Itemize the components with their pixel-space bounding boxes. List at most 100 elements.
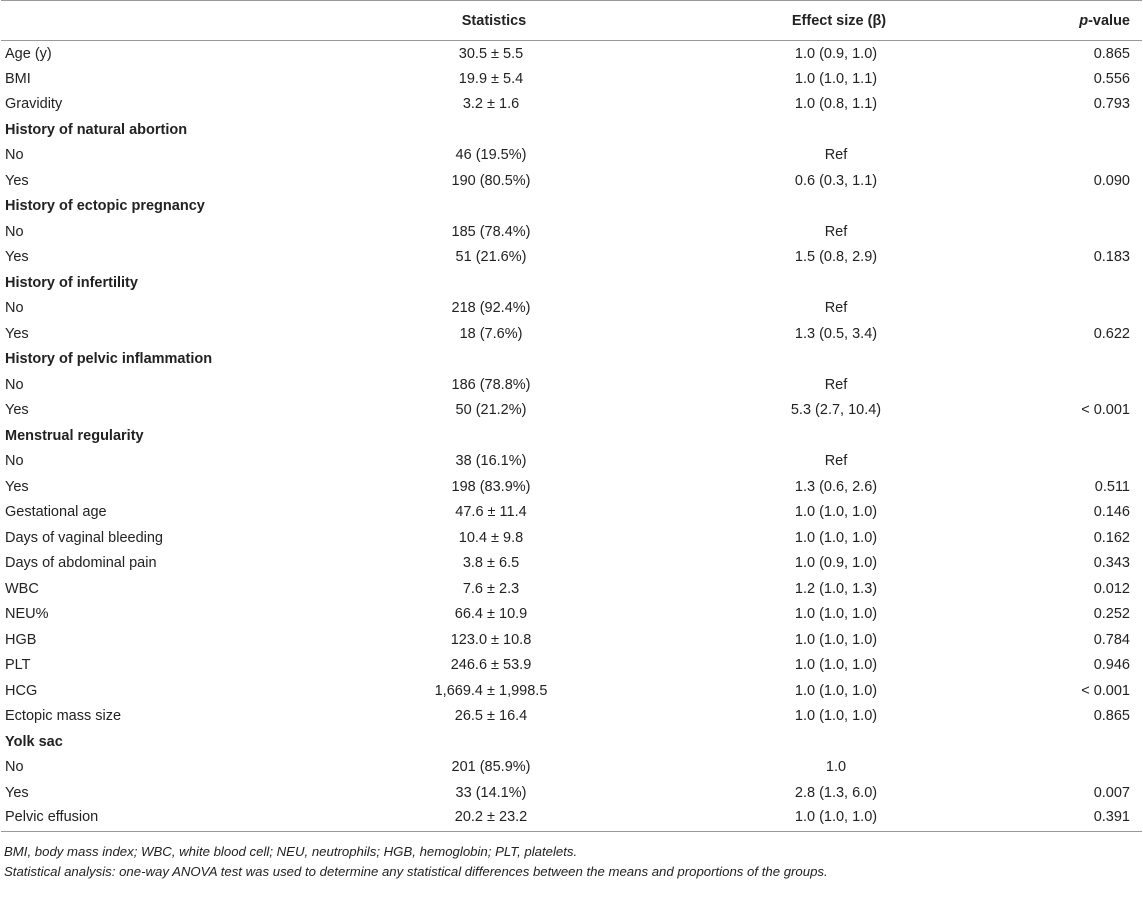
cell-p-value (1021, 219, 1142, 245)
cell-label: No (5, 376, 24, 393)
cell-p-value: 0.784 (1093, 631, 1130, 648)
header-p-value: p-value (1021, 0, 1142, 41)
cell-p-value: 0.865 (1093, 708, 1130, 725)
cell-label: Yes (5, 784, 29, 801)
table-row: No 185 (78.4%) Ref (1, 219, 1142, 245)
cell-statistics: 3.8 ± 6.5 (462, 555, 520, 572)
table-row: Gravidity 3.2 ± 1.6 1.0 (0.8, 1.1) 0.793 (1, 92, 1142, 118)
cell-label: History of natural abortion (5, 121, 188, 138)
cell-p-value (1021, 270, 1142, 296)
cell-p-value: 0.183 (1093, 249, 1130, 266)
cell-statistics: 47.6 ± 11.4 (455, 504, 527, 521)
cell-label: Gravidity (5, 96, 63, 113)
table-row: No 46 (19.5%) Ref (1, 143, 1142, 169)
cell-effect-size (657, 729, 1021, 755)
cell-effect-size: 1.0 (1.0, 1.0) (794, 682, 878, 699)
table-row: No 218 (92.4%) Ref (1, 296, 1142, 322)
cell-statistics (331, 347, 657, 373)
cell-effect-size: 1.3 (0.5, 3.4) (794, 325, 878, 342)
table-row: NEU% 66.4 ± 10.9 1.0 (1.0, 1.0) 0.252 (1, 602, 1142, 628)
table-row: HGB 123.0 ± 10.8 1.0 (1.0, 1.0) 0.784 (1, 627, 1142, 653)
cell-effect-size: 1.0 (1.0, 1.0) (794, 808, 878, 825)
table-row: Yes 33 (14.1%) 2.8 (1.3, 6.0) 0.007 (1, 780, 1142, 806)
cell-statistics: 38 (16.1%) (455, 453, 527, 470)
cell-label: HGB (5, 631, 37, 648)
cell-effect-size: 0.6 (0.3, 1.1) (794, 172, 878, 189)
cell-statistics: 246.6 ± 53.9 (450, 657, 532, 674)
cell-p-value (1021, 347, 1142, 373)
section-row: History of ectopic pregnancy (1, 194, 1142, 220)
table-row: No 38 (16.1%) Ref (1, 449, 1142, 475)
cell-statistics: 186 (78.8%) (451, 376, 531, 393)
footnote-abbreviations: BMI, body mass index; WBC, white blood c… (4, 843, 578, 859)
cell-label: WBC (5, 580, 39, 597)
cell-p-value (1021, 729, 1142, 755)
cell-statistics: 218 (92.4%) (451, 300, 531, 317)
cell-effect-size: Ref (824, 147, 848, 164)
cell-label: History of infertility (5, 274, 138, 291)
cell-effect-size: 1.2 (1.0, 1.3) (794, 580, 878, 597)
cell-p-value: 0.252 (1093, 606, 1130, 623)
cell-label: History of pelvic inflammation (5, 351, 213, 368)
cell-statistics (331, 729, 657, 755)
cell-p-value: 0.511 (1094, 478, 1130, 495)
cell-p-value (1021, 296, 1142, 322)
cell-label: Age (y) (5, 45, 52, 62)
cell-effect-size: Ref (824, 300, 848, 317)
table-row: Yes 190 (80.5%) 0.6 (0.3, 1.1) 0.090 (1, 168, 1142, 194)
section-row: History of pelvic inflammation (1, 347, 1142, 373)
cell-statistics: 18 (7.6%) (459, 325, 523, 342)
table-row: Yes 51 (21.6%) 1.5 (0.8, 2.9) 0.183 (1, 245, 1142, 271)
cell-statistics: 201 (85.9%) (451, 759, 531, 776)
table-row: BMI 19.9 ± 5.4 1.0 (1.0, 1.1) 0.556 (1, 66, 1142, 92)
cell-statistics: 3.2 ± 1.6 (462, 96, 520, 113)
p-value-suffix: -value (1088, 12, 1130, 29)
cell-effect-size: 1.0 (1.0, 1.0) (794, 708, 878, 725)
header-statistics: Statistics (331, 0, 657, 41)
table-row: Yes 50 (21.2%) 5.3 (2.7, 10.4) < 0.001 (1, 398, 1142, 424)
table-footnotes: BMI, body mass index; WBC, white blood c… (0, 832, 1143, 882)
cell-effect-size: 1.0 (1.0, 1.0) (794, 631, 878, 648)
cell-p-value: 0.012 (1093, 580, 1130, 597)
cell-effect-size: 1.0 (0.9, 1.0) (794, 555, 878, 572)
cell-label: History of ectopic pregnancy (5, 198, 205, 215)
cell-p-value: 0.391 (1093, 808, 1130, 825)
results-table: Statistics Effect size (β) p-value Age (… (1, 0, 1142, 832)
cell-statistics: 46 (19.5%) (455, 147, 527, 164)
table-header: Statistics Effect size (β) p-value (1, 0, 1142, 41)
cell-statistics: 20.2 ± 23.2 (454, 808, 528, 825)
cell-effect-size: 1.0 (1.0, 1.0) (794, 504, 878, 521)
cell-statistics (331, 270, 657, 296)
table-row: Ectopic mass size 26.5 ± 16.4 1.0 (1.0, 1.… (1, 704, 1142, 730)
header-row: Statistics Effect size (β) p-value (1, 0, 1142, 41)
cell-effect-size: 2.8 (1.3, 6.0) (794, 784, 878, 801)
cell-effect-size: 1.0 (0.9, 1.0) (794, 45, 878, 62)
cell-statistics: 123.0 ± 10.8 (450, 631, 532, 648)
cell-effect-size: 1.0 (0.8, 1.1) (794, 96, 878, 113)
table-row: No 186 (78.8%) Ref (1, 372, 1142, 398)
cell-effect-size (657, 194, 1021, 220)
cell-statistics: 7.6 ± 2.3 (462, 580, 520, 597)
footnote-analysis: Statistical analysis: one-way ANOVA test… (4, 863, 828, 879)
cell-statistics: 66.4 ± 10.9 (454, 606, 528, 623)
cell-statistics: 198 (83.9%) (451, 478, 531, 495)
cell-statistics (331, 423, 657, 449)
section-row: History of natural abortion (1, 117, 1142, 143)
cell-effect-size (657, 117, 1021, 143)
cell-statistics: 190 (80.5%) (451, 172, 531, 189)
cell-p-value (1021, 143, 1142, 169)
cell-p-value: 0.946 (1093, 657, 1130, 674)
cell-statistics (331, 194, 657, 220)
cell-p-value: 0.146 (1093, 504, 1130, 521)
cell-statistics: 50 (21.2%) (455, 402, 527, 419)
cell-effect-size: 1.3 (0.6, 2.6) (794, 478, 878, 495)
cell-statistics (331, 117, 657, 143)
header-variable (1, 0, 331, 41)
section-row: Yolk sac (1, 729, 1142, 755)
cell-label: Yes (5, 249, 29, 266)
cell-effect-size: 1.0 (1.0, 1.0) (794, 657, 878, 674)
cell-label: Yes (5, 478, 29, 495)
cell-p-value: < 0.001 (1081, 682, 1130, 699)
cell-p-value: 0.556 (1093, 70, 1130, 87)
cell-effect-size: Ref (824, 453, 848, 470)
